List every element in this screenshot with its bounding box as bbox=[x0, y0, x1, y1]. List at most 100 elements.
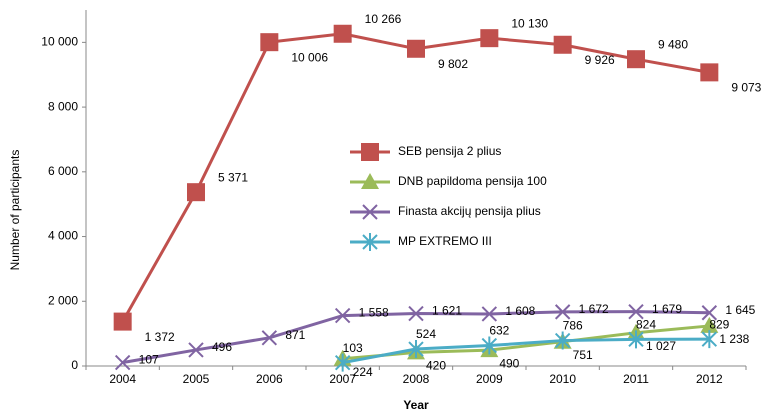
marker-shape bbox=[187, 183, 205, 202]
data-label: 107 bbox=[139, 353, 159, 367]
marker-shape bbox=[362, 204, 378, 220]
marker bbox=[481, 336, 498, 355]
marker bbox=[113, 312, 132, 331]
marker bbox=[480, 29, 499, 48]
marker-shape bbox=[481, 336, 498, 355]
marker bbox=[362, 233, 378, 251]
marker-shape bbox=[554, 331, 571, 350]
data-label: 524 bbox=[416, 327, 436, 341]
x-tick-label: 2011 bbox=[623, 372, 649, 386]
data-label: 1 679 bbox=[652, 302, 682, 316]
x-tick-label: 2009 bbox=[476, 372, 503, 386]
y-tick-label: 10 000 bbox=[41, 35, 78, 49]
data-label: 103 bbox=[343, 341, 363, 355]
data-label: 1 027 bbox=[646, 339, 676, 353]
marker-shape bbox=[261, 330, 278, 346]
marker bbox=[554, 331, 571, 350]
legend-label: MP EXTREMO III bbox=[398, 234, 492, 248]
marker-shape bbox=[407, 39, 425, 58]
data-label: 5 371 bbox=[218, 170, 248, 184]
marker bbox=[114, 354, 131, 371]
y-tick-label: 4 000 bbox=[48, 229, 78, 243]
marker-shape bbox=[480, 29, 499, 48]
marker-shape bbox=[361, 173, 379, 189]
data-label: 1 558 bbox=[359, 306, 389, 320]
marker-shape bbox=[627, 50, 645, 69]
marker bbox=[362, 204, 378, 220]
marker-shape bbox=[113, 312, 132, 331]
marker bbox=[481, 306, 498, 322]
data-label: 829 bbox=[709, 317, 729, 331]
marker bbox=[334, 307, 351, 324]
marker bbox=[408, 340, 424, 359]
marker-shape bbox=[628, 330, 644, 349]
marker bbox=[553, 35, 572, 54]
data-label: 1 672 bbox=[579, 302, 609, 316]
x-tick-label: 2012 bbox=[696, 372, 723, 386]
y-axis-title: Number of participants bbox=[8, 150, 22, 271]
marker-shape bbox=[700, 63, 719, 82]
x-tick-label: 2004 bbox=[109, 372, 136, 386]
data-label: 1 621 bbox=[432, 304, 462, 318]
marker bbox=[700, 316, 719, 333]
marker bbox=[361, 173, 379, 189]
marker bbox=[187, 183, 205, 202]
data-label: 1 238 bbox=[719, 332, 749, 346]
marker-shape bbox=[114, 354, 131, 371]
marker bbox=[701, 305, 718, 321]
marker-shape bbox=[553, 35, 572, 54]
x-tick-label: 2008 bbox=[403, 372, 430, 386]
y-tick-label: 8 000 bbox=[48, 99, 78, 113]
data-label: 496 bbox=[212, 340, 232, 354]
legend-label: Finasta akcijų pensija plius bbox=[398, 204, 541, 218]
marker-shape bbox=[362, 233, 378, 251]
data-label: 10 006 bbox=[291, 50, 328, 64]
marker bbox=[700, 63, 719, 82]
marker-shape bbox=[701, 330, 718, 349]
marker bbox=[361, 143, 379, 161]
data-label: 1 372 bbox=[145, 330, 175, 344]
marker-shape bbox=[700, 316, 719, 333]
data-label: 871 bbox=[285, 328, 305, 342]
data-label: 9 802 bbox=[438, 57, 468, 71]
marker bbox=[628, 330, 644, 349]
series-line bbox=[342, 324, 710, 361]
marker-shape bbox=[260, 33, 279, 52]
data-label: 490 bbox=[499, 356, 519, 370]
y-tick-label: 0 bbox=[71, 358, 78, 372]
data-label: 224 bbox=[353, 365, 373, 379]
marker-shape bbox=[333, 24, 352, 43]
marker bbox=[334, 353, 351, 372]
marker bbox=[407, 39, 425, 58]
marker-shape bbox=[334, 353, 351, 372]
marker-shape bbox=[188, 342, 204, 358]
marker bbox=[188, 342, 204, 358]
data-label: 9 073 bbox=[731, 81, 761, 95]
y-tick-label: 6 000 bbox=[48, 164, 78, 178]
marker bbox=[627, 50, 645, 69]
marker-shape bbox=[701, 305, 718, 321]
marker-shape bbox=[408, 340, 424, 359]
marker-shape bbox=[554, 304, 571, 320]
marker bbox=[408, 305, 424, 322]
marker bbox=[261, 330, 278, 346]
marker-shape bbox=[361, 143, 379, 161]
marker-shape bbox=[408, 305, 424, 322]
marker-shape bbox=[334, 307, 351, 324]
data-label: 632 bbox=[489, 324, 509, 338]
data-label: 10 266 bbox=[365, 12, 402, 26]
data-label: 751 bbox=[573, 348, 593, 362]
x-tick-label: 2005 bbox=[183, 372, 210, 386]
data-label: 824 bbox=[636, 318, 656, 332]
y-tick-label: 2 000 bbox=[48, 293, 78, 307]
series-line bbox=[342, 337, 710, 365]
x-axis-title: Year bbox=[403, 398, 429, 412]
marker-shape bbox=[628, 303, 644, 320]
data-label: 9 926 bbox=[585, 53, 615, 67]
data-label: 420 bbox=[426, 359, 446, 373]
data-label: 786 bbox=[563, 319, 583, 333]
legend-label: DNB papildoma pensija 100 bbox=[398, 174, 547, 188]
data-label: 1 608 bbox=[505, 304, 535, 318]
marker bbox=[333, 24, 352, 43]
